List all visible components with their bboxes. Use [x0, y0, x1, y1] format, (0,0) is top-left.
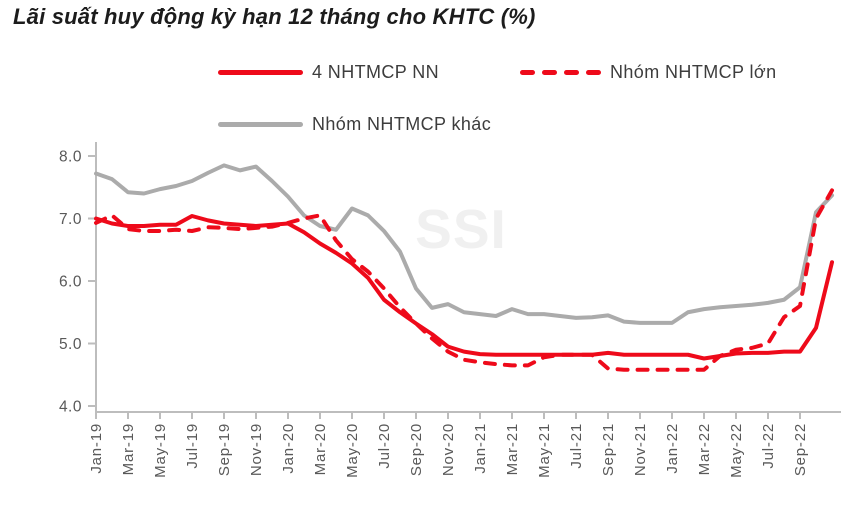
- x-axis-tick-label: Mar-22: [696, 423, 713, 475]
- y-axis-tick-label: 7.0: [59, 211, 82, 228]
- x-axis-tick-label: Nov-20: [440, 423, 457, 476]
- x-axis-tick-label: Jan-20: [280, 423, 297, 474]
- watermark-text: SSI: [415, 198, 507, 260]
- x-axis-tick-label: Jan-19: [88, 423, 105, 474]
- x-axis-tick-label: Jul-20: [376, 423, 393, 469]
- x-axis-tick-label: Jul-19: [184, 423, 201, 469]
- y-axis-tick-label: 8.0: [59, 149, 82, 166]
- chart-title: Lãi suất huy động kỳ hạn 12 tháng cho KH…: [13, 4, 536, 29]
- series-line-nhom-nhtmcp-khac: [94, 163, 834, 325]
- x-axis-tick-label: Nov-19: [248, 423, 265, 476]
- x-axis-tick-label: Jul-22: [760, 423, 777, 469]
- y-axis-tick-label: 6.0: [59, 274, 82, 291]
- x-axis-tick-label: May-19: [152, 423, 169, 478]
- x-axis-tick-label: Jan-22: [664, 423, 681, 474]
- x-axis-tick-label: Sep-22: [792, 423, 809, 476]
- x-axis-tick-label: Jul-21: [568, 423, 585, 469]
- series-line-nhom-nhtmcp-lon: [94, 188, 834, 372]
- x-axis-tick-label: Sep-21: [600, 423, 617, 476]
- y-axis-tick-label: 4.0: [59, 399, 82, 416]
- x-axis-tick-label: Mar-20: [312, 423, 329, 475]
- x-axis-tick-label: Jan-21: [472, 423, 489, 474]
- y-axis-tick-label: 5.0: [59, 336, 82, 353]
- x-axis-tick-label: Mar-19: [120, 423, 137, 475]
- x-axis-tick-label: Sep-19: [216, 423, 233, 476]
- x-axis-tick-label: May-22: [728, 423, 745, 478]
- x-axis-tick-label: Nov-21: [632, 423, 649, 476]
- x-axis-tick-label: May-20: [344, 423, 361, 478]
- x-axis-tick-label: Sep-20: [408, 423, 425, 476]
- series-line-4-nhtmcp-nn: [94, 214, 834, 361]
- x-axis-tick-label: Mar-21: [504, 423, 521, 475]
- x-axis-tick-label: May-21: [536, 423, 553, 478]
